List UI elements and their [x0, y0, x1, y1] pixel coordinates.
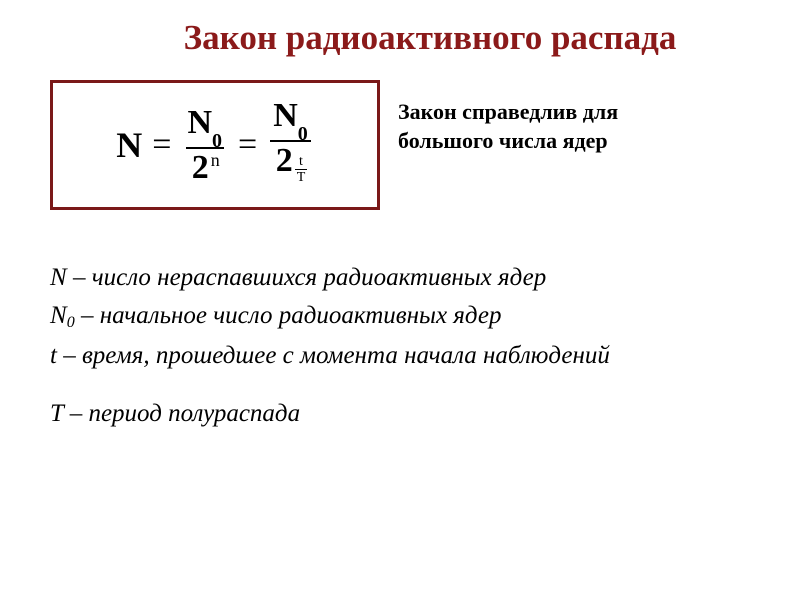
frac2-den-sup: t T: [295, 155, 308, 185]
fraction-1: N0 2n: [181, 106, 228, 185]
legend-1-symbol: N: [50, 264, 67, 291]
page-title: Закон радиоактивного распада: [0, 18, 800, 58]
legend-2-symbol: N: [50, 302, 67, 329]
frac1-den-base: 2: [192, 149, 209, 186]
frac2-num-sub: 0: [298, 123, 308, 145]
frac2-num-base: N: [273, 97, 298, 134]
formula-lhs: N: [116, 124, 142, 166]
frac1-den: 2n: [186, 147, 224, 185]
legend-1-text: – число нераспавшихся радиоактивных ядер: [67, 264, 547, 291]
legend-row-3: t – время, прошедшее с момента начала на…: [50, 340, 750, 373]
legend-2-text: – начальное число радиоактивных ядер: [75, 302, 502, 329]
formula: N = N0 2n = N0 2 t T: [116, 99, 314, 191]
legend-row-4: T – период полураспада: [50, 398, 750, 431]
frac1-num: N0: [181, 106, 228, 147]
legend-2-sub: 0: [67, 314, 75, 331]
frac1-den-sup: n: [211, 150, 220, 170]
fraction-2: N0 2 t T: [267, 99, 314, 191]
frac2-num: N0: [267, 99, 314, 140]
frac2-den: 2 t T: [270, 140, 312, 191]
frac2-den-base: 2: [276, 142, 293, 179]
equals-2: =: [238, 126, 257, 164]
legend-row-2: N0 – начальное число радиоактивных ядер: [50, 300, 750, 334]
legend-3-symbol: t: [50, 342, 57, 369]
equals-1: =: [152, 126, 171, 164]
side-note: Закон справедлив для большого числа ядер: [398, 98, 758, 155]
frac1-num-sub: 0: [212, 130, 222, 152]
legend-row-1: N – число нераспавшихся радиоактивных яд…: [50, 262, 750, 295]
legend-4-text: – период полураспада: [63, 400, 300, 427]
side-line-2: большого числа ядер: [398, 128, 608, 153]
frac2-sup-den: T: [295, 169, 308, 185]
formula-box: N = N0 2n = N0 2 t T: [50, 80, 380, 210]
frac2-sup-num: t: [297, 155, 305, 169]
legend-3-text: – время, прошедшее с момента начала набл…: [57, 342, 610, 369]
frac1-num-base: N: [187, 104, 212, 141]
side-line-1: Закон справедлив для: [398, 99, 618, 124]
legend-4-symbol: T: [50, 400, 63, 427]
